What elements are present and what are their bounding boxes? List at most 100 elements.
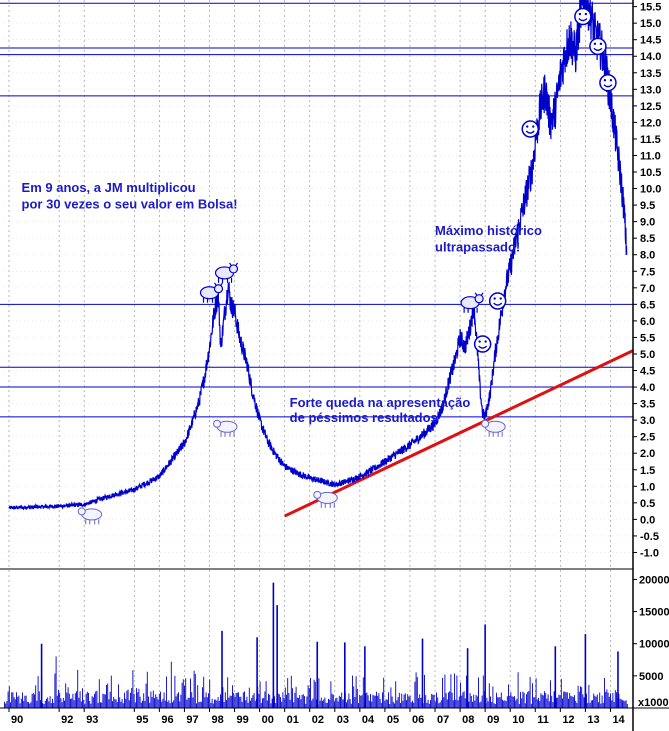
bull-head (228, 264, 239, 274)
chart-icons (77, 7, 617, 525)
annotation-text: Máximo histórico (435, 223, 542, 238)
year-tick-label: 01 (287, 714, 299, 726)
price-tick-label: 9.0 (640, 217, 655, 229)
bull-horns (229, 262, 239, 267)
price-tick-label: 10.5 (640, 167, 661, 179)
bull-horns (213, 282, 223, 287)
volume-tick-label: 10000 (639, 639, 669, 651)
year-tick-label: 02 (312, 714, 324, 726)
volume-tick-label: 5000 (639, 671, 663, 683)
price-series (8, 0, 628, 511)
price-tick-label: 4.0 (640, 382, 655, 394)
year-tick-label: 95 (136, 714, 148, 726)
price-tick-label: 11.5 (640, 134, 661, 146)
smiley-mouth (493, 302, 503, 306)
smiley-face (589, 37, 607, 56)
year-tick-label: 00 (262, 714, 274, 726)
price-tick-label: 8.0 (640, 250, 655, 262)
volume-series (4, 582, 628, 708)
smiley-eye (578, 12, 582, 16)
smiley-face (488, 292, 507, 310)
bear-legs (85, 519, 100, 525)
smiley-icon (599, 73, 617, 92)
smiley-eye (499, 297, 502, 300)
smiley-mouth (525, 130, 535, 134)
price-tick-label: 0.5 (640, 498, 655, 510)
bull-legs (217, 277, 233, 283)
volume-unit-label: x1000 (638, 697, 669, 709)
smiley-icon (488, 292, 507, 310)
horizontal-levels (0, 2, 633, 418)
price-tick-label: 1.5 (640, 465, 655, 477)
year-tick-label: 04 (362, 714, 375, 726)
year-tick-label: 12 (562, 714, 574, 726)
price-tick-label: 3.0 (640, 415, 655, 427)
bear-legs (488, 431, 503, 437)
smiley-eye (584, 12, 588, 16)
price-tick-label: 12.0 (640, 117, 661, 129)
year-tick-label: 06 (412, 714, 424, 726)
annotation-text: Em 9 anos, a JM multiplicou (22, 180, 196, 195)
year-tick-label: 14 (612, 714, 625, 726)
bear-icon (481, 419, 506, 437)
year-tick-label: 97 (186, 714, 198, 726)
price-tick-label: 15.5 (640, 2, 661, 14)
bear-legs (320, 502, 335, 508)
year-tick-label: 92 (61, 714, 73, 726)
smiley-mouth (593, 47, 603, 51)
price-tick-label: 2.0 (640, 448, 655, 460)
bull-legs (202, 297, 218, 303)
price-tick-label: 14.0 (640, 51, 661, 63)
price-tick-label: 4.5 (640, 366, 655, 378)
price-tick-label: 9.5 (640, 200, 655, 212)
bear-head (77, 507, 86, 516)
smiley-eye (599, 42, 603, 46)
bull-head (213, 284, 224, 294)
year-tick-label: 96 (161, 714, 173, 726)
year-tick-label: 07 (437, 714, 449, 726)
price-tick-label: 7.5 (640, 266, 655, 278)
price-tick-label: -0.5 (640, 531, 659, 543)
bull-icon (460, 292, 484, 313)
smiley-mouth (578, 18, 588, 22)
annotation-text: de péssimos resultados (290, 410, 438, 425)
price-tick-label: 3.5 (640, 399, 655, 411)
price-tick-label: -1.0 (640, 547, 659, 559)
smiley-eye (484, 340, 487, 343)
bull-legs (463, 307, 478, 313)
annotation-text: ultrapassado! (435, 239, 520, 254)
price-tick-label: 13.5 (640, 68, 661, 80)
smiley-icon (589, 37, 607, 56)
smiley-mouth (478, 345, 488, 349)
price-tick-label: 15.0 (640, 18, 661, 30)
smiley-icon (521, 120, 540, 138)
trend-line (284, 349, 634, 518)
price-tick-label: 8.5 (640, 233, 655, 245)
bear-head (213, 419, 222, 428)
smiley-eye (478, 340, 481, 343)
smiley-eye (609, 79, 613, 82)
year-tick-label: 90 (11, 714, 23, 726)
year-tick-label: 99 (237, 714, 249, 726)
year-tick-label: 98 (211, 714, 223, 726)
price-tick-label: 1.0 (640, 481, 655, 493)
price-tick-label: 14.5 (640, 35, 661, 47)
year-tick-label: 13 (587, 714, 599, 726)
year-tick-label: 11 (537, 714, 549, 726)
price-tick-label: 2.5 (640, 432, 655, 444)
year-tick-label: 03 (337, 714, 349, 726)
price-tick-label: 7.0 (640, 283, 655, 295)
smiley-eye (532, 125, 535, 128)
bear-head (313, 490, 322, 499)
smiley-eye (603, 79, 607, 82)
annotation-text: Forte queda na apresentação (290, 395, 471, 410)
smiley-face (473, 335, 492, 353)
year-tick-label: 93 (86, 714, 98, 726)
price-tick-label: 5.5 (640, 332, 655, 344)
bull-icon (199, 282, 224, 303)
axis-ticks: 15.5 15.0 14.5 14.0 13.5 13.0 12.5 12.0 11.5 11.0… (8, 2, 669, 726)
smiley-icon (574, 7, 592, 26)
vertical-gridlines (4, 0, 633, 708)
